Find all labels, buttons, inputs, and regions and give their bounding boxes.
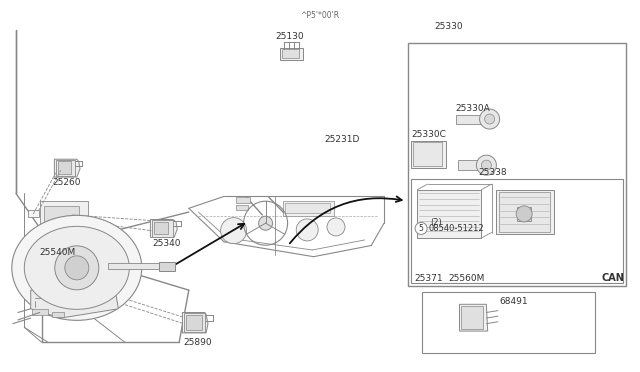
- Bar: [496, 190, 554, 234]
- Text: ^P5'*00'R: ^P5'*00'R: [300, 11, 340, 20]
- Bar: [44, 206, 79, 227]
- Polygon shape: [31, 290, 118, 318]
- Polygon shape: [460, 304, 488, 331]
- Bar: [417, 190, 481, 238]
- Circle shape: [484, 114, 495, 124]
- Bar: [456, 115, 483, 124]
- Bar: [61, 277, 92, 295]
- Polygon shape: [182, 312, 208, 333]
- Bar: [152, 220, 173, 237]
- Bar: [499, 192, 550, 232]
- Text: 25260: 25260: [52, 178, 81, 187]
- Circle shape: [65, 256, 89, 280]
- Bar: [184, 313, 205, 332]
- Text: 25130: 25130: [275, 32, 304, 41]
- Circle shape: [259, 216, 273, 230]
- Bar: [411, 141, 446, 168]
- Text: 5: 5: [419, 224, 424, 233]
- Text: CAN: CAN: [602, 273, 625, 283]
- Text: 25340: 25340: [152, 239, 181, 248]
- Bar: [32, 309, 48, 315]
- Circle shape: [516, 206, 532, 222]
- Text: 25330A: 25330A: [456, 104, 490, 113]
- Circle shape: [55, 246, 99, 290]
- Text: (2): (2): [430, 218, 442, 227]
- Circle shape: [296, 219, 318, 241]
- Bar: [408, 43, 626, 286]
- Text: 25231D: 25231D: [324, 135, 360, 144]
- Bar: [44, 260, 79, 286]
- Bar: [28, 210, 39, 217]
- Bar: [56, 160, 75, 176]
- Bar: [517, 207, 531, 221]
- Circle shape: [481, 160, 492, 170]
- Text: 25560M: 25560M: [448, 274, 484, 283]
- Bar: [186, 315, 202, 330]
- Text: 68491: 68491: [499, 297, 528, 306]
- Bar: [154, 222, 168, 234]
- Bar: [40, 201, 88, 234]
- Bar: [40, 253, 88, 294]
- Text: 25371: 25371: [415, 274, 444, 283]
- Bar: [52, 312, 64, 317]
- Bar: [236, 197, 250, 203]
- Circle shape: [415, 222, 427, 234]
- Bar: [282, 49, 299, 58]
- Bar: [458, 160, 479, 170]
- Bar: [411, 179, 623, 283]
- Text: 25540M: 25540M: [40, 248, 76, 257]
- Circle shape: [221, 218, 246, 244]
- Ellipse shape: [24, 226, 129, 310]
- Bar: [58, 161, 71, 174]
- Bar: [159, 262, 175, 271]
- Bar: [236, 205, 248, 210]
- Circle shape: [479, 109, 500, 129]
- Polygon shape: [54, 159, 80, 177]
- Bar: [422, 292, 595, 353]
- Text: 25330: 25330: [434, 22, 463, 31]
- Circle shape: [327, 218, 345, 236]
- Bar: [108, 263, 168, 269]
- Bar: [283, 201, 334, 216]
- Text: 25890: 25890: [184, 338, 212, 347]
- Bar: [280, 48, 303, 60]
- Bar: [413, 142, 442, 166]
- Circle shape: [476, 155, 497, 175]
- Text: 25330C: 25330C: [411, 130, 445, 139]
- Text: 08540-51212: 08540-51212: [429, 224, 484, 233]
- Bar: [461, 306, 483, 329]
- Polygon shape: [150, 219, 177, 237]
- Ellipse shape: [12, 215, 142, 320]
- Bar: [285, 203, 330, 213]
- Text: 25338: 25338: [479, 168, 508, 177]
